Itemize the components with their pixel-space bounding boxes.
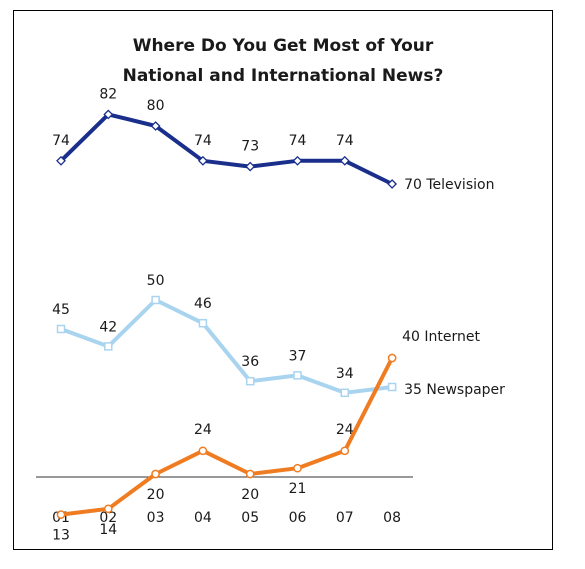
marker-television-02	[103, 109, 114, 120]
data-label-newspaper-07: 34	[336, 366, 354, 382]
marker-television-08	[387, 179, 398, 189]
marker-internet-04	[198, 446, 208, 456]
series-line-television	[59, 112, 395, 186]
x-tick-label-08: 08	[383, 510, 401, 526]
series-line-newspaper	[59, 298, 395, 395]
marker-internet-08	[387, 353, 397, 363]
marker-television-04	[197, 155, 208, 166]
data-label-internet-02: 14	[99, 522, 117, 538]
marker-newspaper-06	[293, 371, 302, 380]
marker-internet-07	[340, 446, 350, 456]
data-label-television-03: 80	[147, 98, 165, 114]
data-label-television-02: 82	[99, 86, 117, 102]
marker-newspaper-08	[387, 382, 397, 392]
data-label-newspaper-01: 45	[52, 302, 70, 318]
x-tick-label-05: 05	[241, 510, 259, 526]
marker-television-01	[56, 155, 66, 166]
end-label-internet: 40 Internet	[402, 329, 480, 345]
x-tick-label-02: 02	[99, 510, 117, 526]
chart-title-line-2: National and International News?	[122, 66, 444, 86]
marker-television-06	[292, 155, 303, 166]
x-tick-label-06: 06	[289, 510, 307, 526]
marker-internet-02	[103, 504, 113, 514]
data-label-internet-05: 20	[241, 487, 259, 503]
data-label-internet-04: 24	[194, 422, 212, 438]
data-label-television-07: 74	[336, 133, 354, 149]
marker-internet-03	[151, 469, 160, 479]
data-label-television-01: 74	[52, 133, 70, 149]
data-label-television-04: 74	[194, 133, 212, 149]
x-axis: 0102030405060708	[36, 476, 413, 526]
marker-newspaper-07	[340, 388, 350, 398]
marker-internet-05	[245, 469, 255, 479]
marker-television-03	[150, 121, 161, 131]
chart-frame	[13, 10, 553, 550]
data-label-internet-06: 21	[289, 481, 307, 497]
data-label-internet-01: 13	[52, 528, 70, 544]
marker-television-07	[339, 155, 350, 166]
data-label-internet-03: 20	[147, 487, 165, 503]
end-label-television: 70 Television	[404, 177, 494, 193]
series-layer	[56, 109, 398, 519]
marker-television-05	[245, 161, 256, 172]
marker-newspaper-05	[245, 376, 255, 386]
data-label-newspaper-02: 42	[99, 319, 117, 335]
x-tick-label-04: 04	[194, 510, 212, 526]
data-label-newspaper-04: 46	[194, 296, 212, 312]
data-label-television-06: 74	[289, 133, 307, 149]
x-tick-label-03: 03	[147, 510, 165, 526]
marker-newspaper-01	[56, 324, 66, 334]
data-label-internet-07: 24	[336, 422, 354, 438]
end-label-newspaper: 35 Newspaper	[404, 382, 505, 398]
x-tick-label-07: 07	[336, 510, 354, 526]
marker-internet-01	[56, 510, 66, 519]
chart-title-line-1: Where Do You Get Most of Your	[132, 36, 434, 56]
data-labels: 74 82 80 74 73 74 74 70 Television 45 42 50 46 36 37 3…	[52, 86, 505, 543]
marker-newspaper-02	[104, 342, 113, 351]
marker-newspaper-04	[198, 318, 208, 328]
data-label-television-05: 73	[241, 139, 259, 155]
marker-internet-06	[293, 463, 302, 473]
data-label-newspaper-06: 37	[289, 348, 307, 364]
data-label-newspaper-05: 36	[241, 354, 259, 370]
series-line-internet	[59, 356, 395, 517]
data-label-newspaper-03: 50	[147, 273, 165, 289]
marker-newspaper-03	[151, 295, 160, 305]
